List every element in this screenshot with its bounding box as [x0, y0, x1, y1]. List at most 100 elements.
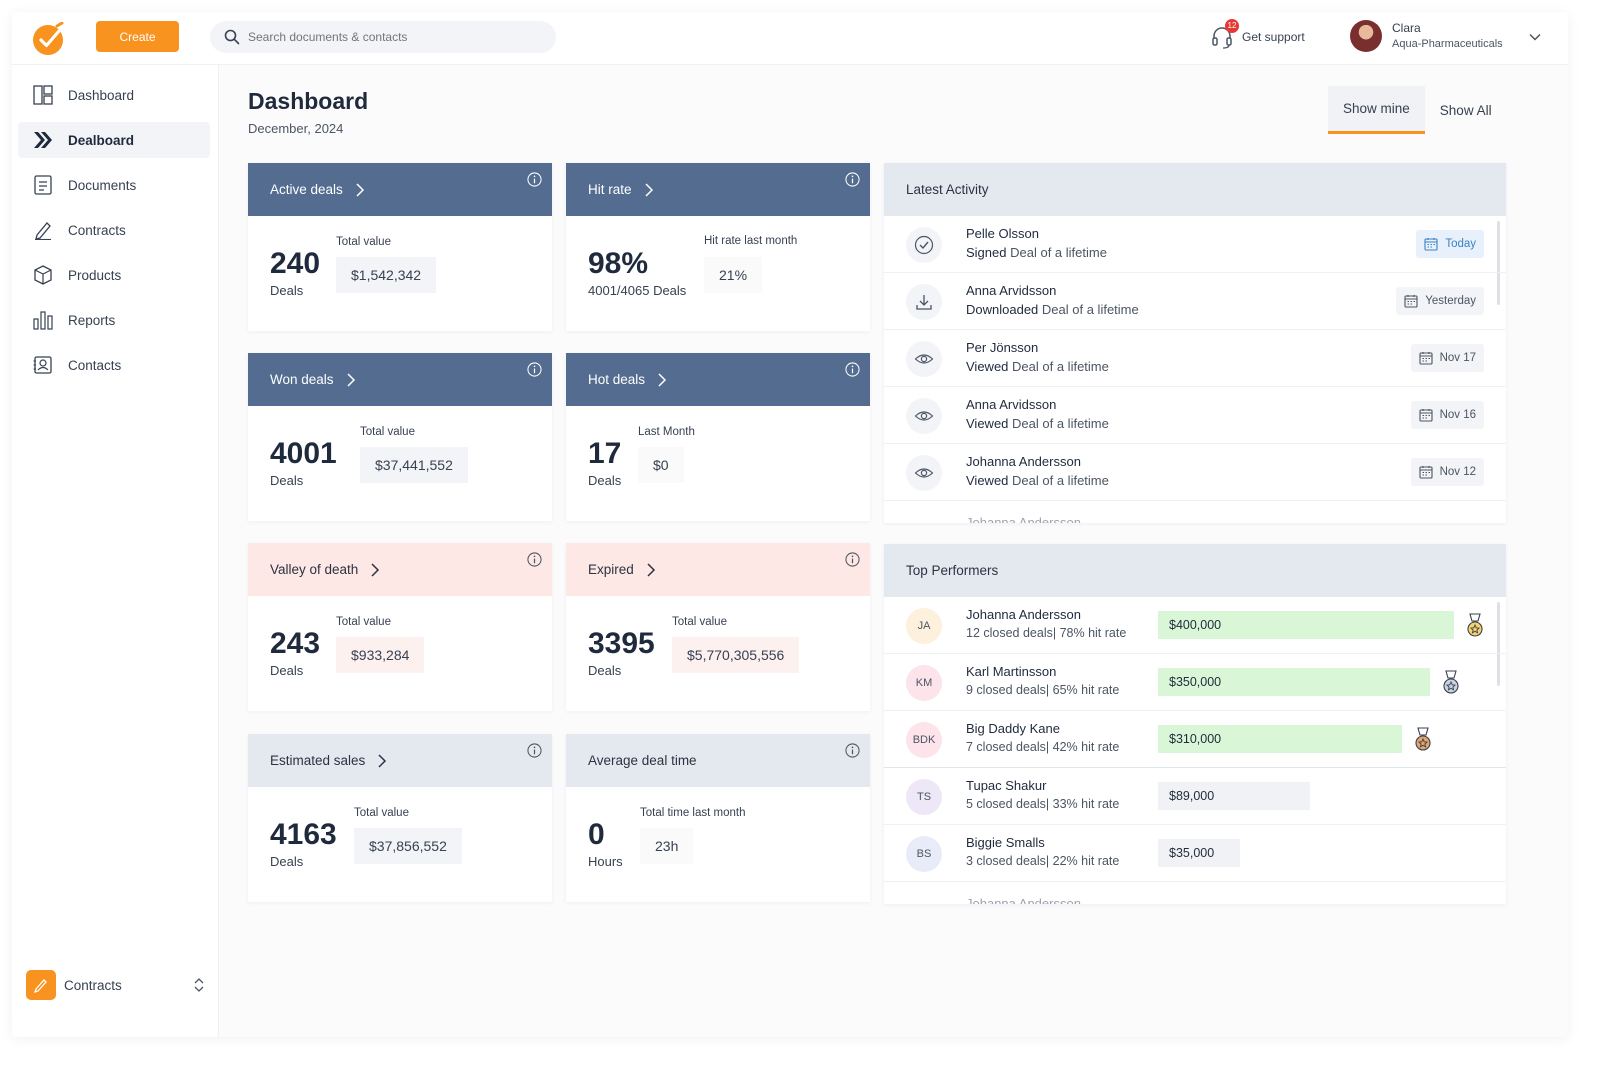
app-window: Create 12 Get support Clara Aqua-Pharmac…	[12, 12, 1568, 1037]
activity-row[interactable]: Anna Arvidsson Viewed Deal of a lifetime…	[884, 387, 1506, 444]
deal-count: 4163	[270, 818, 337, 851]
estimated-sales-card: Estimated sales 4163 Deals Total value $…	[248, 734, 552, 902]
logo-icon[interactable]	[32, 22, 66, 56]
user-menu[interactable]: Clara Aqua-Pharmaceuticals	[1350, 20, 1541, 52]
info-icon[interactable]	[527, 743, 542, 758]
deal-count-label: Deals	[270, 473, 304, 488]
info-icon[interactable]	[845, 552, 860, 567]
activity-row[interactable]: Pelle Olsson Signed Deal of a lifetime T…	[884, 216, 1506, 273]
latest-activity-panel: Latest Activity Pelle Olsson Signed Deal…	[884, 163, 1506, 523]
activity-row[interactable]: Anna Arvidsson Downloaded Deal of a life…	[884, 273, 1506, 330]
won-deals-header[interactable]: Won deals	[248, 353, 552, 406]
performer-row[interactable]: BDK Big Daddy Kane 7 closed deals| 42% h…	[884, 711, 1506, 768]
activity-date-text: Nov 12	[1439, 466, 1476, 478]
sidebar-item-products[interactable]: Products	[18, 257, 210, 293]
activity-document[interactable]: Deal of a lifetime	[1012, 359, 1109, 374]
performer-stats: 7 closed deals| 42% hit rate	[966, 740, 1120, 754]
search-icon	[224, 29, 240, 45]
meta-label: Total value	[354, 807, 409, 819]
sidebar-item-documents[interactable]: Documents	[18, 167, 210, 203]
search-input[interactable]	[248, 30, 528, 44]
activity-date: Nov 12	[1410, 458, 1484, 486]
workspace-switcher[interactable]: Contracts	[26, 969, 206, 1001]
meta-label: Total value	[336, 616, 391, 628]
info-icon[interactable]	[527, 172, 542, 187]
info-icon[interactable]	[527, 552, 542, 567]
hot-deals-card: Hot deals 17 Deals Last Month $0	[566, 353, 870, 521]
bronze-medal-icon	[1415, 727, 1431, 751]
info-icon[interactable]	[845, 172, 860, 187]
activity-document[interactable]: Deal of a lifetime	[1012, 416, 1109, 431]
sidebar-item-label: Reports	[68, 312, 116, 328]
hit-rate-value: 98%	[588, 247, 649, 280]
deal-count: 3395	[588, 627, 655, 660]
card-title: Hot deals	[588, 372, 646, 387]
sidebar-item-dashboard[interactable]: Dashboard	[18, 77, 210, 113]
sidebar-item-reports[interactable]: Reports	[18, 302, 210, 338]
average-deal-time-header: Average deal time	[566, 734, 870, 787]
performer-row[interactable]: JA Johanna Andersson 12 closed deals| 78…	[884, 597, 1506, 654]
view-toggle: Show mine Show All	[1328, 86, 1507, 134]
show-all-tab[interactable]: Show All	[1439, 102, 1492, 118]
hot-deals-header[interactable]: Hot deals	[566, 353, 870, 406]
user-company: Aqua-Pharmaceuticals	[1392, 38, 1503, 50]
performer-row[interactable]: Johanna Andersson	[884, 882, 1506, 904]
sidebar-item-contacts[interactable]: Contacts	[18, 347, 210, 383]
scrollbar[interactable]	[1497, 221, 1500, 305]
eye-icon	[914, 411, 934, 421]
create-button[interactable]: Create	[96, 21, 179, 52]
activity-user: Anna Arvidsson	[966, 283, 1057, 298]
chevron-right-icon	[647, 562, 655, 577]
expired-header[interactable]: Expired	[566, 543, 870, 596]
active-deals-header[interactable]: Active deals	[248, 163, 552, 216]
performer-value-bar: $400,000	[1158, 611, 1454, 639]
chevron-right-icon	[356, 182, 364, 197]
activity-document[interactable]: Deal of a lifetime	[1041, 302, 1139, 317]
search-bar[interactable]	[210, 21, 556, 53]
info-icon[interactable]	[845, 743, 860, 758]
performer-row[interactable]: BS Biggie Smalls 3 closed deals| 22% hit…	[884, 825, 1506, 882]
performer-row[interactable]: TS Tupac Shakur 5 closed deals| 33% hit …	[884, 768, 1506, 825]
estimated-sales-header[interactable]: Estimated sales	[248, 734, 552, 787]
get-support-button[interactable]: 12 Get support	[1210, 19, 1305, 52]
performer-stats: 5 closed deals| 33% hit rate	[966, 797, 1120, 811]
avatar	[1350, 20, 1382, 52]
info-icon[interactable]	[527, 362, 542, 377]
valley-of-death-header[interactable]: Valley of death	[248, 543, 552, 596]
performer-name: Tupac Shakur	[966, 778, 1047, 793]
activity-date: Nov 17	[1410, 344, 1484, 372]
show-mine-tab[interactable]: Show mine	[1328, 86, 1425, 134]
activity-action: Viewed	[966, 359, 1009, 374]
performer-stats: 9 closed deals| 65% hit rate	[966, 683, 1120, 697]
performer-value-bar: $89,000	[1158, 782, 1310, 810]
meta-value: $37,441,552	[360, 447, 468, 483]
meta-label: Hit rate last month	[704, 235, 798, 247]
sidebar-item-contracts[interactable]: Contracts	[18, 212, 210, 248]
performer-stats: 12 closed deals| 78% hit rate	[966, 626, 1127, 640]
eye-icon	[914, 468, 934, 478]
activity-row[interactable]: Per Jönsson Viewed Deal of a lifetime No…	[884, 330, 1506, 387]
page-title: Dashboard	[248, 88, 369, 114]
deal-count: 17	[588, 437, 622, 470]
activity-row[interactable]: Johanna Andersson Viewed Deal of a lifet…	[884, 444, 1506, 501]
calendar-icon	[1404, 295, 1418, 308]
sidebar-item-label: Contacts	[68, 357, 122, 373]
info-icon[interactable]	[845, 362, 860, 377]
performer-name: Karl Martinsson	[966, 664, 1057, 679]
activity-document[interactable]: Deal of a lifetime	[1012, 473, 1109, 488]
sidebar-item-dealboard[interactable]: Dealboard	[18, 122, 210, 158]
won-deals-card: Won deals 4001 Deals Total value $37,441…	[248, 353, 552, 521]
hit-rate-header[interactable]: Hit rate	[566, 163, 870, 216]
valley-of-death-card: Valley of death 243 Deals Total value $9…	[248, 543, 552, 711]
meta-value: 23h	[640, 828, 694, 864]
activity-document[interactable]: Deal of a lifetime	[1010, 245, 1107, 260]
scrollbar[interactable]	[1497, 602, 1500, 686]
activity-user: Per Jönsson	[966, 340, 1039, 355]
performer-row[interactable]: KM Karl Martinsson 9 closed deals| 65% h…	[884, 654, 1506, 711]
meta-value: $5,770,305,556	[672, 637, 800, 673]
activity-row[interactable]: Johanna Andersson	[884, 501, 1506, 523]
chevron-updown-icon[interactable]	[192, 975, 206, 995]
chevron-down-icon[interactable]	[1528, 30, 1542, 44]
activity-action: Viewed	[966, 473, 1009, 488]
download-icon	[916, 295, 932, 310]
